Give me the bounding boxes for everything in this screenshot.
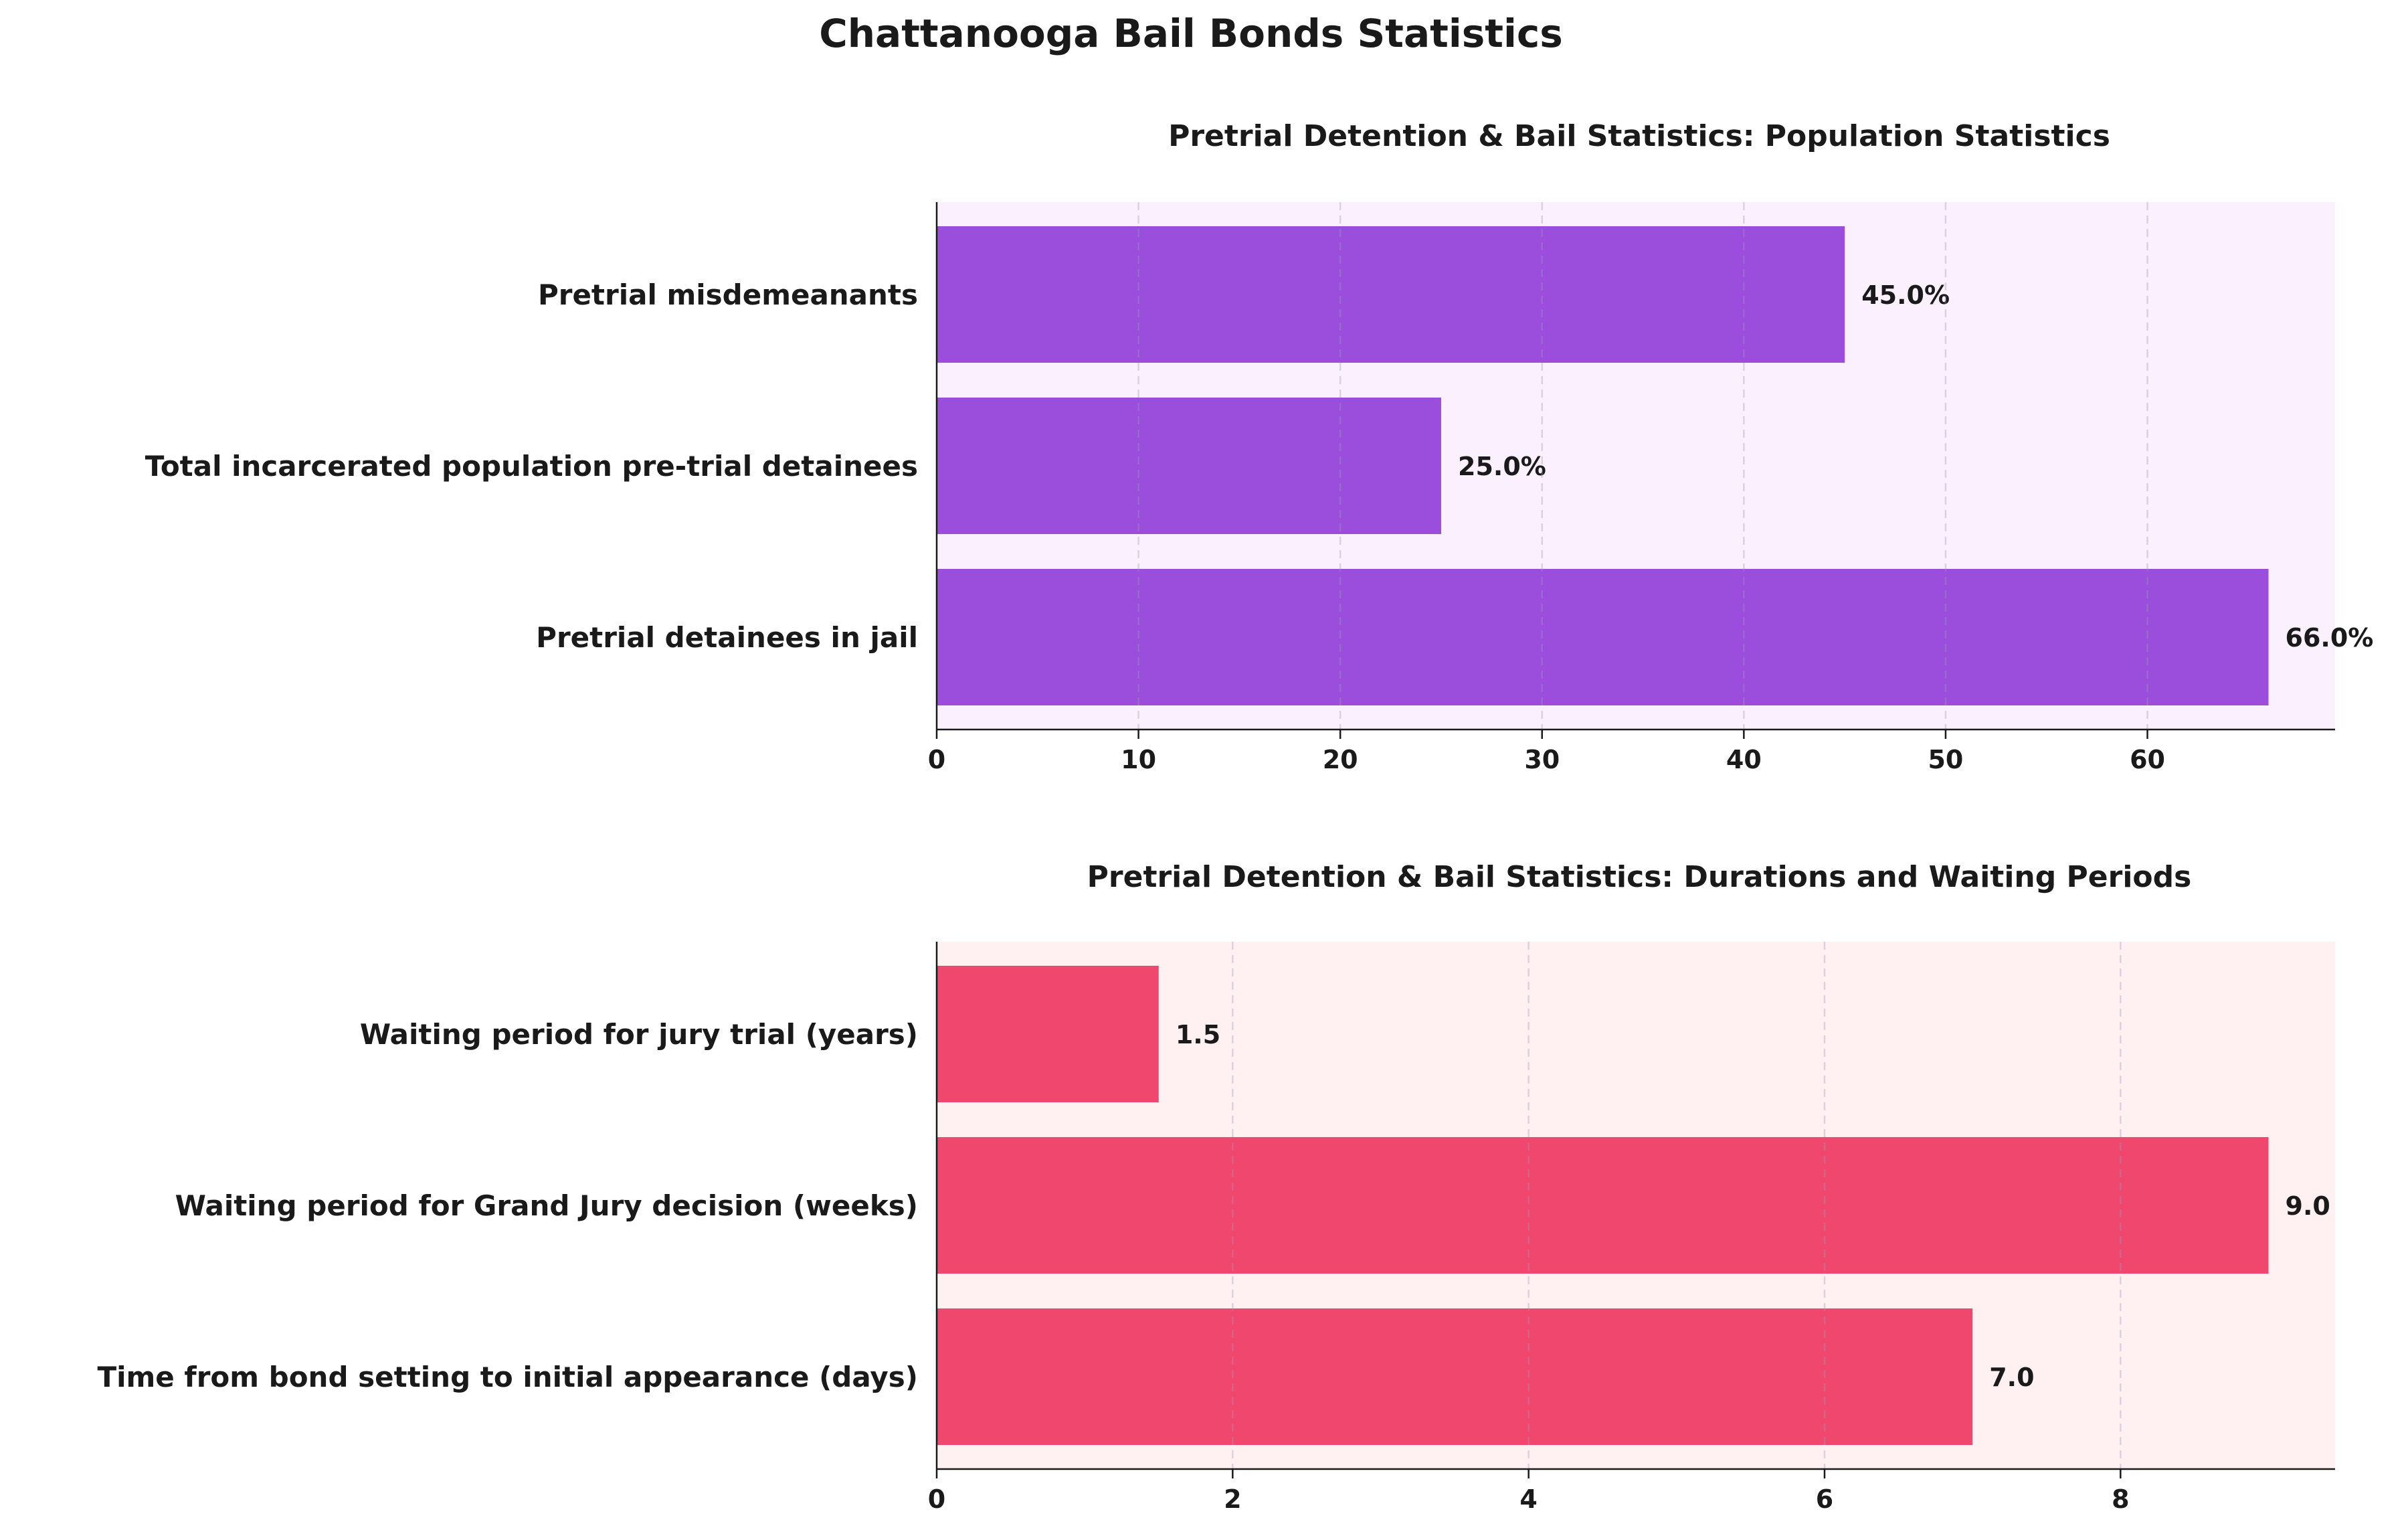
x-tick-label: 6 xyxy=(1816,1484,1833,1514)
panel-durations-and-waiting-periods: Pretrial Detention & Bail Statistics: Du… xyxy=(98,860,2335,1514)
category-label: Time from bond setting to initial appear… xyxy=(98,1361,919,1393)
value-label: 66.0% xyxy=(2286,623,2374,653)
bar xyxy=(937,398,1441,534)
x-tick-label: 50 xyxy=(1928,745,1963,774)
x-tick-label: 10 xyxy=(1121,745,1156,774)
category-label: Waiting period for jury trial (years) xyxy=(360,1018,918,1051)
value-label: 7.0 xyxy=(1989,1363,2034,1392)
value-label: 1.5 xyxy=(1176,1020,1220,1049)
bar xyxy=(937,1137,2269,1274)
bar xyxy=(937,966,1159,1102)
x-tick-label: 2 xyxy=(1224,1484,1241,1514)
bar xyxy=(937,569,2269,705)
value-label: 25.0% xyxy=(1458,452,1546,481)
x-tick-label: 40 xyxy=(1726,745,1762,774)
panel-population-statistics: Pretrial Detention & Bail Statistics: Po… xyxy=(145,119,2374,774)
x-tick-label: 4 xyxy=(1519,1484,1537,1514)
bar xyxy=(937,1308,1973,1445)
category-label: Pretrial misdemeanants xyxy=(538,278,918,311)
x-tick-label: 0 xyxy=(928,1484,945,1514)
value-label: 9.0 xyxy=(2286,1191,2330,1221)
x-tick-label: 8 xyxy=(2112,1484,2129,1514)
figure-title: Chattanooga Bail Bonds Statistics xyxy=(819,11,1563,56)
category-label: Pretrial detainees in jail xyxy=(536,621,918,654)
x-tick-label: 0 xyxy=(928,745,945,774)
category-label: Total incarcerated population pre-trial … xyxy=(145,450,918,483)
x-tick-label: 60 xyxy=(2130,745,2165,774)
panel-title: Pretrial Detention & Bail Statistics: Po… xyxy=(1168,119,2110,153)
panel-title: Pretrial Detention & Bail Statistics: Du… xyxy=(1087,860,2192,894)
x-tick-label: 20 xyxy=(1323,745,1358,774)
bar xyxy=(937,226,1845,363)
x-tick-label: 30 xyxy=(1524,745,1560,774)
value-label: 45.0% xyxy=(1861,280,1950,310)
category-label: Waiting period for Grand Jury decision (… xyxy=(175,1189,918,1222)
